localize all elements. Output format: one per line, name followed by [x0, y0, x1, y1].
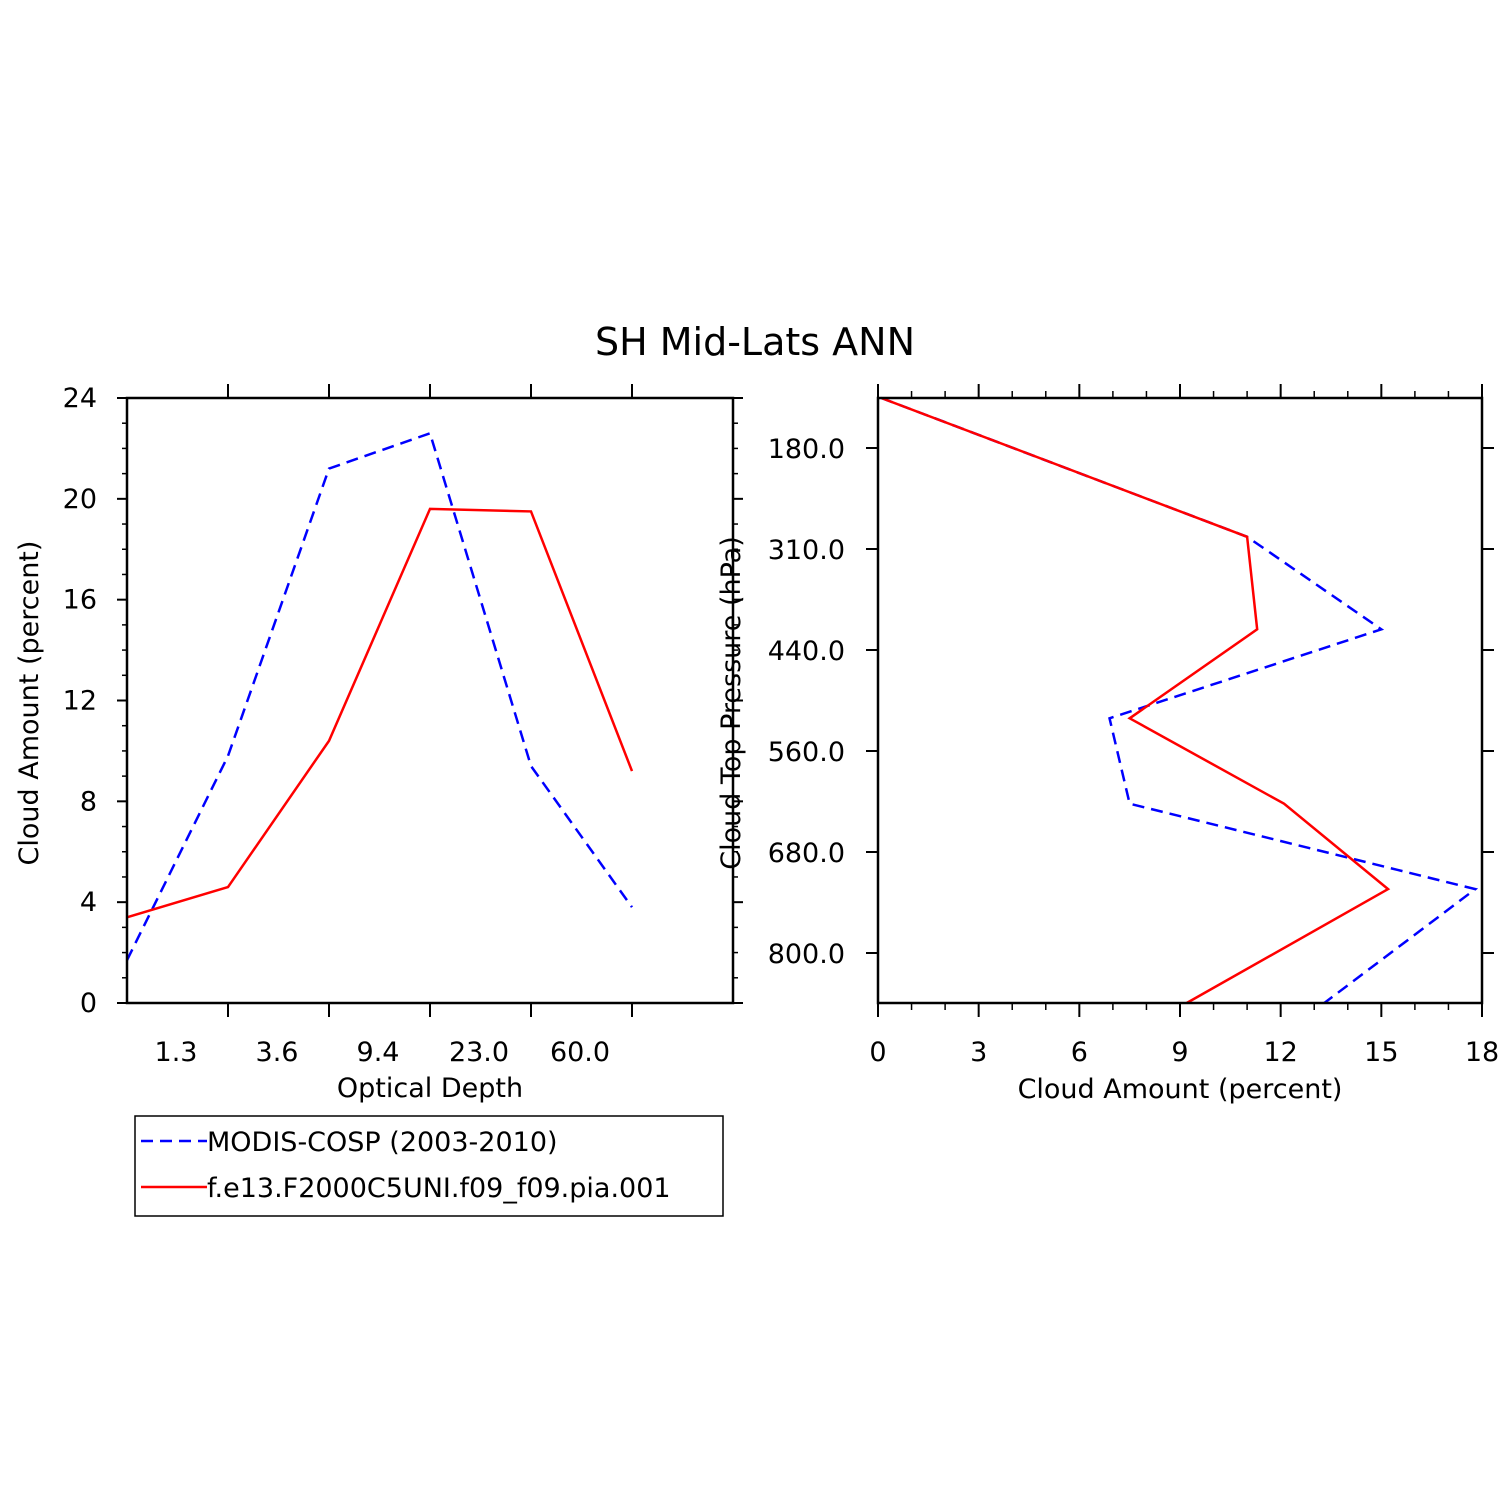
left-x-tick-label: 3.6: [256, 1037, 299, 1068]
left-y-tick-label: 20: [63, 484, 97, 515]
legend-model-label: f.e13.F2000C5UNI.f09_f09.pia.001: [207, 1173, 671, 1204]
left-x-tick-label: 1.3: [155, 1037, 198, 1068]
right-series-model: [880, 396, 1391, 1005]
optical-depth-panel: 0 4 8 12 16 20 24 1.3 3.6 9.4 23.0 60.0 Optical Dep…: [14, 383, 743, 1104]
right-series-obs: [880, 396, 1479, 1004]
chart-title: SH Mid-Lats ANN: [595, 320, 915, 364]
right-x-tick-label: 3: [970, 1037, 987, 1068]
right-y-axis-label: Cloud Top Pressure (hPa): [716, 536, 747, 870]
left-y-tick-label: 4: [80, 887, 97, 918]
legend-box: [134, 1115, 724, 1217]
left-x-tick-label: 23.0: [449, 1037, 509, 1068]
right-x-tick-label: 18: [1465, 1037, 1499, 1068]
legend-obs-label: MODIS-COSP (2003-2010): [207, 1127, 558, 1158]
right-y-tick-label: 310.0: [768, 535, 845, 566]
right-y-tick-label: 180.0: [768, 434, 845, 465]
left-series-model: [126, 507, 634, 919]
left-ticks-layer: 0 4 8 12 16 20 24 1.3 3.6 9.4 23.0 60.0: [63, 383, 743, 1068]
right-y-tick-label: 560.0: [768, 737, 845, 768]
right-x-tick-label: 15: [1364, 1037, 1398, 1068]
right-ticks-layer: 0 3 6 9 12 15 18 180.0 310.0 440.0 560.0 680.0 800.0: [768, 384, 1499, 1068]
legend: MODIS-COSP (2003-2010) f.e13.F2000C5UNI.…: [134, 1115, 724, 1217]
pressure-panel: 0 3 6 9 12 15 18 180.0 310.0 440.0 560.0 680.0 800.0…: [716, 384, 1499, 1105]
right-y-tick-label: 680.0: [768, 838, 845, 869]
right-x-tick-label: 9: [1171, 1037, 1188, 1068]
left-y-tick-label: 12: [63, 686, 97, 717]
right-x-tick-label: 0: [869, 1037, 886, 1068]
left-series-layer: [125, 431, 634, 961]
left-y-axis-label: Cloud Amount (percent): [14, 541, 45, 866]
left-x-tick-label: 60.0: [550, 1037, 610, 1068]
left-x-axis-label: Optical Depth: [337, 1073, 523, 1104]
left-y-tick-label: 16: [63, 585, 97, 616]
left-y-tick-label: 8: [80, 786, 97, 817]
right-series-layer: [880, 396, 1479, 1005]
right-x-axis-label: Cloud Amount (percent): [1018, 1074, 1343, 1105]
right-x-tick-label: 6: [1071, 1037, 1088, 1068]
right-x-tick-label: 12: [1263, 1037, 1297, 1068]
right-y-tick-label: 440.0: [768, 636, 845, 667]
right-plot-frame: [876, 396, 1484, 1005]
left-y-tick-label: 0: [80, 988, 97, 1019]
left-series-obs: [125, 431, 634, 961]
right-y-tick-label: 800.0: [768, 939, 845, 970]
left-x-tick-label: 9.4: [357, 1037, 400, 1068]
left-y-tick-label: 24: [63, 383, 97, 414]
left-plot-frame: [125, 396, 735, 1005]
